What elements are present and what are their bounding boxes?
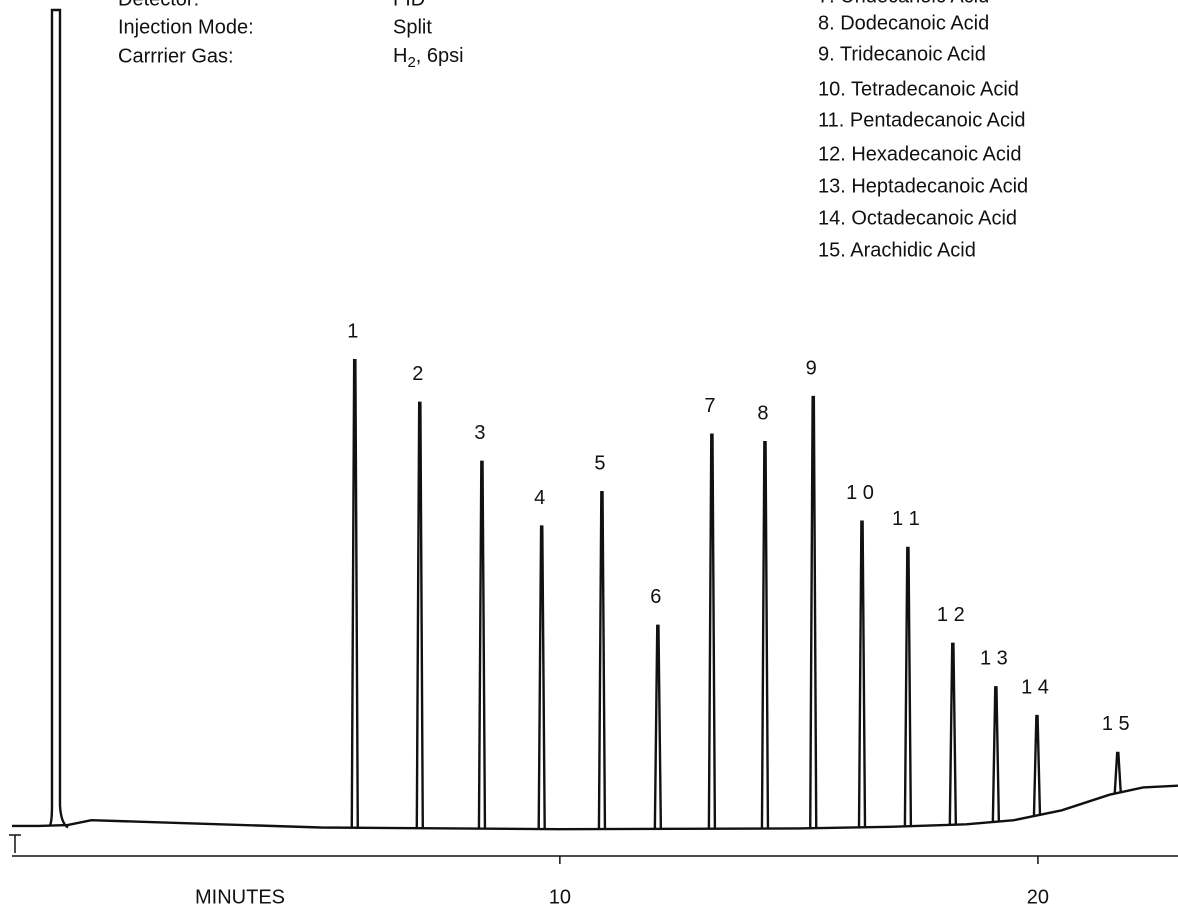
peak-label: 1 4 (1021, 676, 1049, 698)
peak-label: 7 (704, 395, 715, 417)
info-value-sub: 2 (407, 54, 415, 71)
info-key: Detector: (118, 0, 199, 10)
peak-label: 1 1 (892, 508, 920, 530)
peak (1032, 714, 1042, 816)
x-axis-label: MINUTES (195, 886, 285, 908)
compound-name: 7. Undecanoic Acid (818, 0, 989, 7)
x-tick-label: 20 (1027, 886, 1049, 908)
peak-label: 5 (594, 452, 605, 474)
compound-name: 11. Pentadecanoic Acid (818, 109, 1026, 131)
info-value: H2, 6psi (393, 45, 464, 71)
compound-name: 13. Heptadecanoic Acid (818, 175, 1028, 197)
peak-label: 1 3 (980, 648, 1008, 670)
peak (350, 358, 359, 828)
peak-label: 3 (474, 422, 485, 444)
peak-label: 1 0 (846, 482, 874, 504)
info-value: Split (393, 16, 432, 38)
peak (48, 8, 69, 829)
peak (707, 433, 717, 829)
peak (597, 490, 607, 830)
compound-name: 15. Arachidic Acid (818, 239, 976, 261)
baseline-trace (12, 784, 1178, 831)
peak-label: 4 (534, 487, 545, 509)
info-value: FID (393, 0, 425, 10)
compound-name: 9. Tridecanoic Acid (818, 43, 986, 65)
peak (537, 525, 546, 830)
injection-marker (9, 834, 21, 853)
peak-label: 9 (806, 357, 817, 379)
compound-name: 10. Tetradecanoic Acid (818, 78, 1019, 100)
peak-label: 2 (412, 363, 423, 385)
info-key: Injection Mode: (118, 16, 254, 38)
peak (809, 395, 818, 829)
peak (903, 546, 913, 827)
compound-name: 8. Dodecanoic Acid (818, 12, 989, 34)
peak (477, 460, 487, 829)
peak (415, 401, 424, 829)
info-key: Carrrier Gas: (118, 45, 234, 67)
peak-label: 1 (347, 320, 358, 342)
peak (948, 642, 958, 825)
peak-label: 6 (650, 586, 661, 608)
peak-label: 1 2 (937, 604, 965, 626)
peak (857, 520, 867, 828)
peak (653, 624, 663, 829)
peak (991, 686, 1001, 822)
peak-label: 8 (757, 402, 768, 424)
peak (760, 440, 770, 829)
peak-label: 1 5 (1102, 713, 1130, 735)
peak (1113, 751, 1122, 794)
compound-name: 12. Hexadecanoic Acid (818, 143, 1021, 165)
compound-name: 14. Octadecanoic Acid (818, 207, 1017, 229)
info-value-base: H (393, 45, 407, 67)
info-value-rest: , 6psi (416, 45, 464, 67)
x-tick-label: 10 (549, 886, 571, 908)
